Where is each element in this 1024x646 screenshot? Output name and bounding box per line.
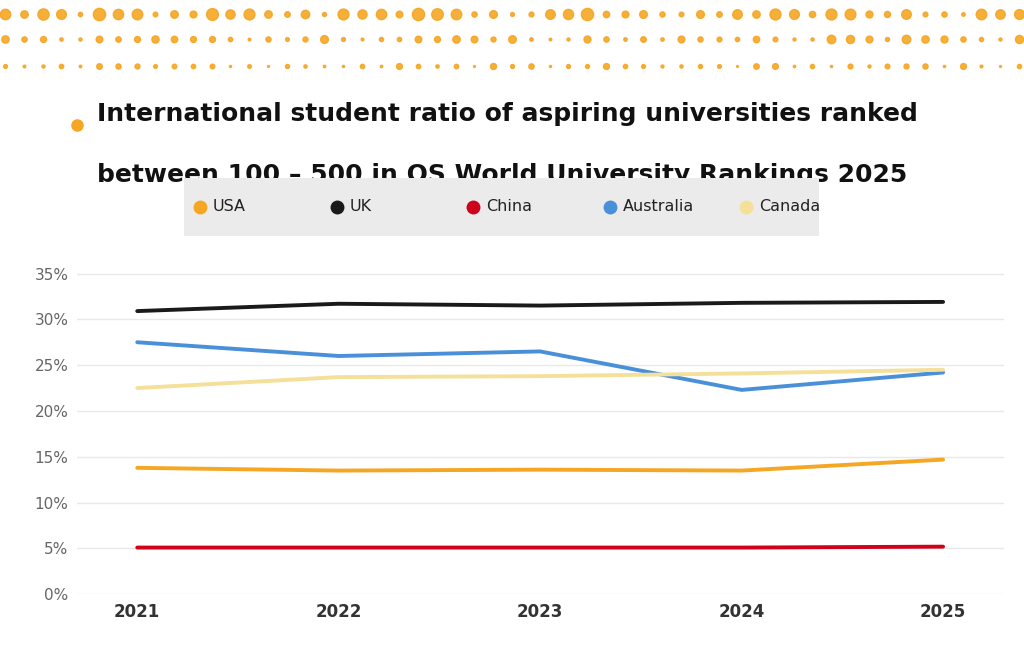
Text: UK: UK [349, 199, 372, 214]
Text: International student ratio of aspiring universities ranked: International student ratio of aspiring … [97, 103, 919, 127]
Text: between 100 – 500 in QS World University Rankings 2025: between 100 – 500 in QS World University… [97, 163, 907, 187]
Text: China: China [486, 199, 531, 214]
Text: USA: USA [213, 199, 246, 214]
FancyBboxPatch shape [153, 175, 851, 238]
Text: Canada: Canada [759, 199, 820, 214]
Text: Australia: Australia [623, 199, 693, 214]
